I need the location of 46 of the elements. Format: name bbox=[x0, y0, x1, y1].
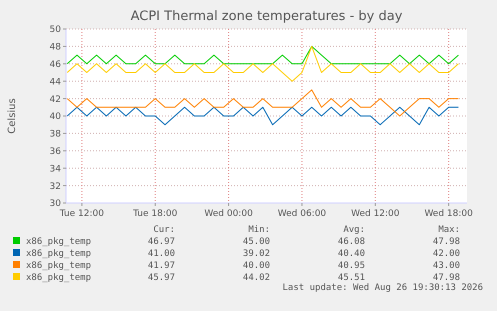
legend-label: x86_pkg_temp bbox=[26, 273, 92, 283]
y-tick-label: 44 bbox=[50, 77, 62, 88]
text: 41.00 bbox=[148, 249, 175, 259]
chart-title: ACPI Thermal zone temperatures - by day bbox=[130, 9, 403, 24]
text: Min: bbox=[248, 225, 270, 235]
text: 39.02 bbox=[242, 249, 270, 259]
y-tick-label: 48 bbox=[50, 42, 62, 53]
text: 45.97 bbox=[148, 273, 175, 283]
line-series bbox=[66, 89, 459, 116]
y-tick-label: 40 bbox=[50, 112, 62, 122]
y-tick-label: 36 bbox=[50, 146, 62, 157]
text: 40.40 bbox=[338, 249, 365, 259]
legend-label: x86_pkg_temp bbox=[26, 261, 92, 271]
text: 43.00 bbox=[432, 261, 460, 271]
text: 47.98 bbox=[432, 273, 460, 283]
text: 46.08 bbox=[338, 237, 365, 247]
text: Max: bbox=[438, 225, 460, 235]
y-tick-label: 38 bbox=[50, 130, 62, 140]
text: 44.02 bbox=[242, 273, 270, 283]
x-tick-label: Tue 18:00 bbox=[132, 209, 178, 219]
text: 42.00 bbox=[432, 249, 460, 259]
text: Avg: bbox=[343, 225, 365, 235]
legend-label: x86_pkg_temp bbox=[26, 237, 92, 247]
x-tick-label: Wed 00:00 bbox=[204, 209, 254, 219]
line-series bbox=[66, 46, 459, 82]
x-tick-label: Wed 18:00 bbox=[424, 209, 474, 219]
y-tick-label: 32 bbox=[50, 182, 61, 192]
legend-label: x86_pkg_temp bbox=[26, 249, 92, 259]
text: 46.97 bbox=[148, 237, 175, 247]
x-tick-label: Wed 12:00 bbox=[351, 209, 400, 219]
text: 47.98 bbox=[432, 237, 460, 247]
x-tick-label: Wed 06:00 bbox=[278, 209, 326, 219]
x-tick-label: Tue 12:00 bbox=[58, 209, 104, 219]
y-axis-title: Celsius bbox=[7, 98, 18, 134]
text: 41.97 bbox=[148, 261, 175, 271]
text: Last update: Wed Aug 26 19:30:13 2026 bbox=[282, 283, 483, 293]
y-tick-label: 30 bbox=[50, 199, 62, 210]
y-tick-label: 42 bbox=[50, 94, 61, 105]
y-tick-label: 50 bbox=[50, 25, 62, 36]
text: 40.95 bbox=[338, 261, 365, 271]
text: 40.00 bbox=[242, 261, 270, 271]
text: 45.00 bbox=[242, 237, 270, 247]
text: 45.51 bbox=[338, 273, 365, 283]
y-tick-label: 46 bbox=[50, 60, 62, 70]
y-tick-label: 34 bbox=[50, 164, 62, 174]
text: Cur: bbox=[153, 225, 175, 235]
